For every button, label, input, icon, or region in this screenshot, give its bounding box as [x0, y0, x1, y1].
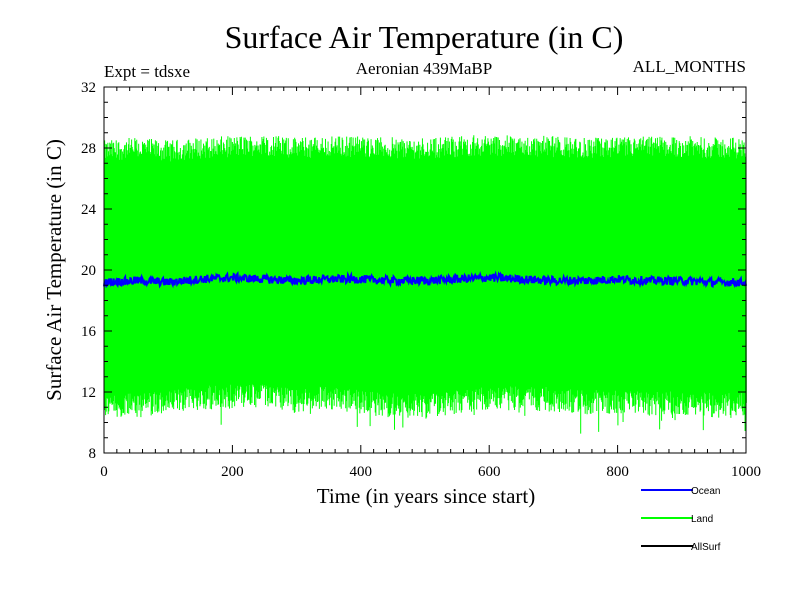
chart-title: Surface Air Temperature (in C) [225, 19, 624, 55]
legend-label-land: Land [691, 514, 713, 525]
y-axis-label: Surface Air Temperature (in C) [42, 139, 66, 401]
x-tick-label: 400 [350, 464, 373, 480]
months-label: ALL_MONTHS [633, 57, 746, 76]
x-tick-label: 600 [478, 464, 501, 480]
y-tick-label: 20 [81, 263, 96, 279]
x-tick-label: 0 [100, 464, 108, 480]
x-tick-label: 1000 [731, 464, 761, 480]
y-tick-label: 24 [81, 202, 97, 218]
x-tick-label: 800 [606, 464, 629, 480]
y-tick-label: 16 [81, 324, 97, 340]
experiment-label: Expt = tdsxe [104, 62, 190, 81]
y-tick-label: 12 [81, 385, 96, 401]
land-series-line [103, 135, 747, 434]
legend-label-allsurf: AllSurf [691, 542, 721, 553]
x-tick-label: 200 [221, 464, 244, 480]
y-tick-label: 8 [89, 446, 97, 462]
legend: Ocean Land AllSurf [641, 486, 721, 553]
chart-subtitle: Aeronian 439MaBP [356, 59, 492, 78]
legend-label-ocean: Ocean [691, 486, 720, 497]
ocean-series-line [103, 270, 747, 289]
x-axis-label: Time (in years since start) [317, 484, 536, 508]
y-tick-label: 28 [81, 141, 96, 157]
y-tick-label: 32 [81, 80, 96, 96]
